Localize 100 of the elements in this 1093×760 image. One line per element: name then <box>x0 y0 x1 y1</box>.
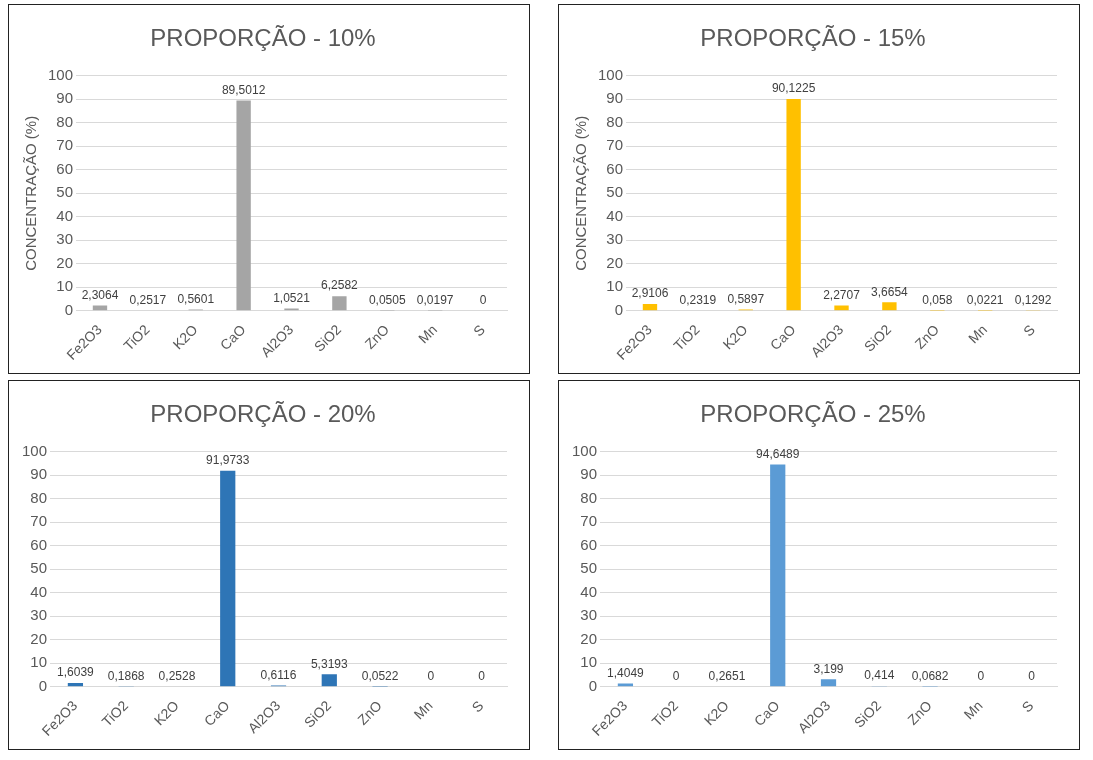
data-label: 3,6654 <box>871 284 909 299</box>
y-tick-label: 100 <box>48 65 74 83</box>
bar <box>820 679 837 687</box>
data-label: 0,0682 <box>911 669 949 684</box>
y-tick-label: 30 <box>606 230 624 248</box>
y-tick-label: 0 <box>588 677 598 694</box>
bar <box>332 296 347 311</box>
bar <box>236 100 251 311</box>
data-label: 0,2651 <box>708 668 746 683</box>
data-label: 0 <box>1028 669 1036 684</box>
y-tick-label: 50 <box>580 559 598 577</box>
y-tick-label: 0 <box>614 301 624 318</box>
data-label: 6,2582 <box>321 278 359 293</box>
data-label: 0,2517 <box>129 292 167 307</box>
data-label: 0,0505 <box>368 293 406 308</box>
bar <box>321 674 337 687</box>
bar <box>786 99 801 311</box>
data-label: 1,4049 <box>607 665 645 680</box>
data-label: 0,1292 <box>1014 292 1052 307</box>
data-label: 1,0521 <box>273 290 311 305</box>
bar <box>92 305 108 311</box>
data-label: 91,9733 <box>206 452 250 467</box>
y-tick-label: 90 <box>606 89 624 107</box>
y-tick-label: 20 <box>606 253 624 271</box>
data-label: 0,5897 <box>727 291 765 306</box>
x-tick-label: S <box>468 697 487 716</box>
y-tick-label: 60 <box>30 535 48 553</box>
y-tick-label: 90 <box>580 465 598 483</box>
x-tick-label: Mn <box>410 697 436 723</box>
bar <box>67 683 84 687</box>
y-tick-label: 70 <box>580 512 598 530</box>
y-tick-label: 60 <box>56 159 74 177</box>
y-tick-label: 50 <box>56 183 74 201</box>
x-tick-label: Mn <box>414 321 441 347</box>
x-tick-label: S <box>1018 697 1037 716</box>
data-label: 0,2528 <box>158 668 196 683</box>
y-tick-label: 20 <box>30 629 48 647</box>
bar <box>220 470 236 687</box>
y-tick-label: 80 <box>606 112 624 130</box>
y-tick-label: 60 <box>580 535 598 553</box>
y-tick-label: 40 <box>606 206 624 224</box>
chart-title: PROPORÇÃO - 20% <box>150 400 376 428</box>
data-label: 0,0522 <box>361 669 399 684</box>
data-label: 3,199 <box>813 661 844 676</box>
data-label: 0,1868 <box>107 668 145 683</box>
y-tick-label: 100 <box>572 441 598 459</box>
data-label: 0,058 <box>922 293 953 308</box>
y-tick-label: 80 <box>30 488 48 506</box>
data-label: 0,414 <box>864 668 895 683</box>
y-tick-label: 0 <box>64 301 74 318</box>
data-label: 89,5012 <box>221 82 266 97</box>
y-tick-label: 70 <box>606 136 624 154</box>
y-tick-label: 40 <box>30 582 48 600</box>
data-label: 0,2319 <box>679 292 717 307</box>
x-tick-label: CaO <box>766 321 799 354</box>
y-tick-label: 70 <box>56 136 74 154</box>
data-label: 2,9106 <box>631 286 669 301</box>
y-tick-label: 30 <box>56 230 74 248</box>
data-label: 0,6116 <box>260 667 297 682</box>
y-tick-label: 10 <box>606 277 624 295</box>
x-tick-label: CaO <box>200 697 233 730</box>
y-tick-label: 50 <box>30 559 48 577</box>
y-tick-label: 10 <box>30 653 48 671</box>
data-label: 0 <box>672 669 680 684</box>
y-tick-label: 30 <box>580 606 598 624</box>
data-label: 0,0221 <box>966 293 1004 308</box>
data-label: 0,5601 <box>177 291 215 306</box>
data-label: 0 <box>478 669 486 684</box>
y-tick-label: 100 <box>22 441 48 459</box>
y-tick-label: 0 <box>38 677 48 694</box>
data-label: 5,3193 <box>310 656 348 671</box>
data-label: 0 <box>977 669 985 684</box>
data-label: 2,2707 <box>823 287 861 302</box>
y-axis-title: CONCENTRAÇÃO (%) <box>572 115 590 271</box>
x-tick-label: ZnO <box>911 321 943 352</box>
x-tick-label: CaO <box>750 697 783 730</box>
bar <box>642 304 658 311</box>
y-tick-label: 40 <box>580 582 598 600</box>
y-tick-label: 40 <box>56 206 74 224</box>
y-tick-label: 80 <box>580 488 598 506</box>
y-tick-label: 80 <box>56 112 74 130</box>
chart-title: PROPORÇÃO - 25% <box>700 400 926 428</box>
x-tick-label: ZnO <box>361 321 393 352</box>
y-tick-label: 10 <box>580 653 598 671</box>
y-tick-label: 50 <box>606 183 624 201</box>
data-label: 0 <box>427 669 435 684</box>
x-tick-label: S <box>469 321 488 340</box>
chart-title: PROPORÇÃO - 15% <box>700 24 926 52</box>
x-tick-label: Mn <box>964 321 991 347</box>
data-label: 2,3064 <box>81 287 119 302</box>
y-axis-title: CONCENTRAÇÃO (%) <box>22 115 40 271</box>
y-tick-label: 90 <box>56 89 74 107</box>
y-tick-label: 90 <box>30 465 48 483</box>
x-tick-label: CaO <box>216 321 249 354</box>
x-tick-label: S <box>1019 321 1038 340</box>
data-label: 0 <box>479 293 487 308</box>
chart-title: PROPORÇÃO - 10% <box>150 24 376 52</box>
data-label: 1,6039 <box>57 665 95 680</box>
bar <box>882 302 897 311</box>
bar <box>770 464 786 687</box>
